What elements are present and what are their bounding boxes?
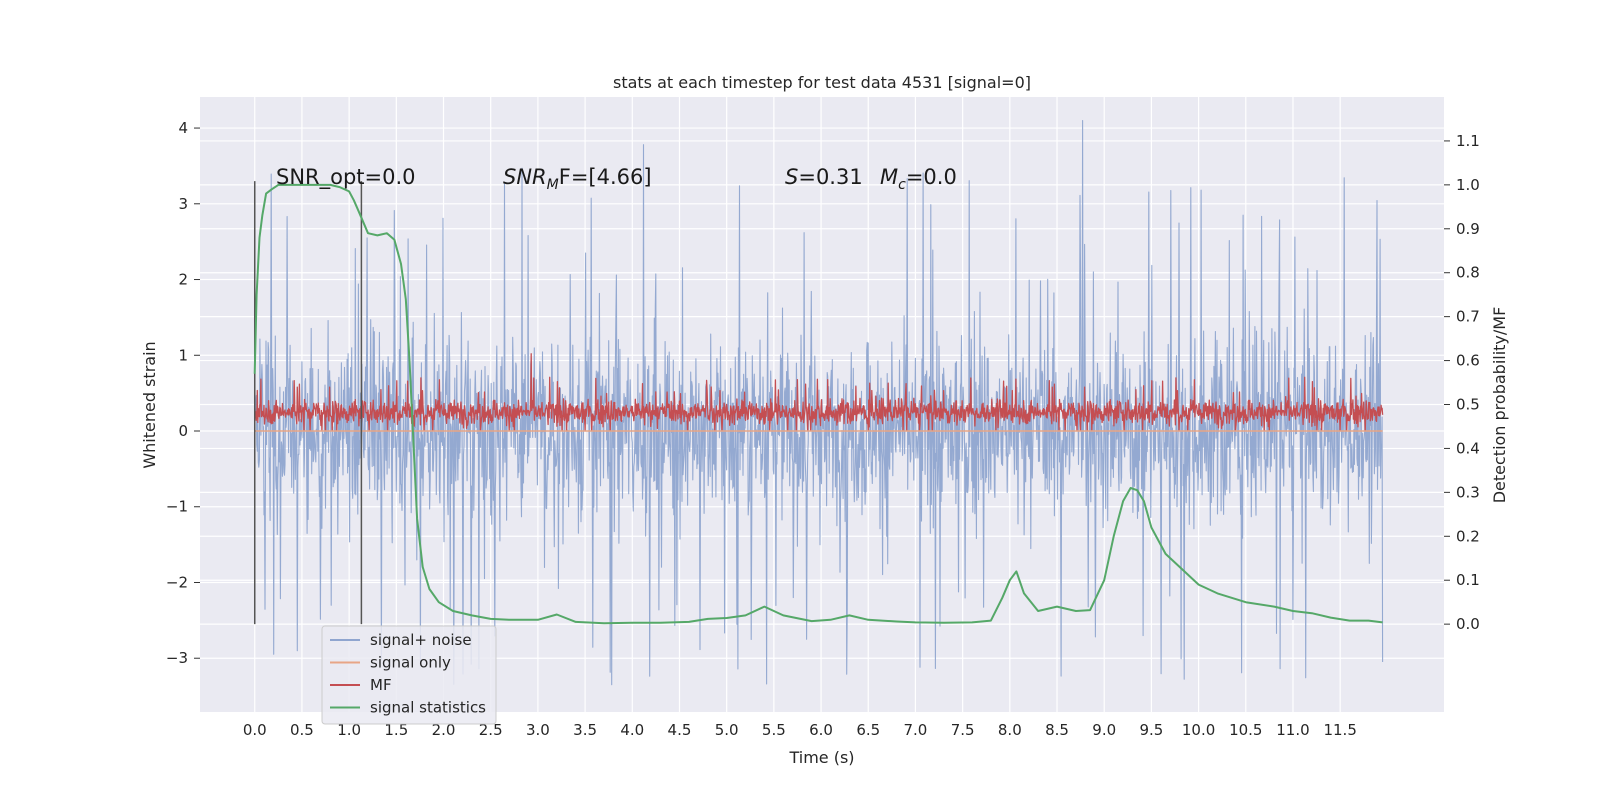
x-tick-label: 0.0 xyxy=(243,721,267,739)
vertical-lines xyxy=(253,181,363,625)
y2-tick-label: 0.3 xyxy=(1456,483,1480,501)
y-axis-label: Whitened strain xyxy=(140,341,159,468)
axis-ticks: 0.0 0.5 1.0 1.5 2.0 2.5 3.0 3.5 4.0 4.5 5.0 5.5 6.0 6… xyxy=(166,119,1480,739)
x-tick-label: 1.5 xyxy=(384,721,408,739)
x-tick-label: 1.0 xyxy=(337,721,361,739)
x-tick-label: 9.5 xyxy=(1139,721,1163,739)
x-tick-label: 3.0 xyxy=(526,721,550,739)
x-tick-label: 11.5 xyxy=(1323,721,1356,739)
x-axis-label: Time (s) xyxy=(788,748,854,767)
y-tick-label: −2 xyxy=(166,573,188,591)
y-tick-label: 1 xyxy=(178,346,188,364)
x-tick-label: 8.5 xyxy=(1045,721,1069,739)
x-tick-label: 0.5 xyxy=(290,721,314,739)
x-tick-label: 11.0 xyxy=(1276,721,1309,739)
mc-value: =0.0 xyxy=(906,165,957,189)
x-tick-label: 5.0 xyxy=(715,721,739,739)
y-tick-label: 3 xyxy=(178,195,188,213)
signal-noise-series xyxy=(254,119,1384,686)
y-tick-label: −3 xyxy=(166,649,188,667)
x-tick-label: 4.5 xyxy=(668,721,692,739)
x-tick-label: 9.0 xyxy=(1092,721,1116,739)
y2-tick-label: 0.1 xyxy=(1456,571,1480,589)
y2-tick-label: 0.8 xyxy=(1456,264,1480,282)
legend-entry-label: signal statistics xyxy=(370,699,486,717)
chart-title: stats at each timestep for test data 453… xyxy=(613,73,1031,92)
signal-statistics-line xyxy=(253,183,1383,625)
legend-box xyxy=(321,625,497,725)
x-tick-label: 7.0 xyxy=(904,721,928,739)
s-variable: S xyxy=(785,165,798,189)
x-tick-label: 2.0 xyxy=(432,721,456,739)
y2-tick-label: 0.9 xyxy=(1456,220,1480,238)
mf-line xyxy=(254,353,1384,432)
legend-entry-label: signal+ noise xyxy=(370,631,472,649)
legend-entry-label: signal only xyxy=(370,654,451,672)
snr-mf-annotation: SNRMF=[4.66] xyxy=(503,165,652,193)
x-tick-label: 6.5 xyxy=(856,721,880,739)
mc-annotation: Mc=0.0 xyxy=(880,165,957,193)
snr-mf-main: SNR xyxy=(503,165,547,189)
signal-noise-line xyxy=(254,119,1384,686)
s-value: =0.31 xyxy=(798,165,862,189)
mc-subscript: c xyxy=(898,177,906,193)
y-tick-label: −1 xyxy=(166,498,188,516)
snr-mf-subscript: M xyxy=(547,177,559,193)
y2-tick-label: 1.0 xyxy=(1456,176,1480,194)
x-tick-label: 10.5 xyxy=(1229,721,1262,739)
x-tick-label: 4.0 xyxy=(620,721,644,739)
y-tick-label: 4 xyxy=(178,119,188,137)
s-annotation: S=0.31 xyxy=(785,165,863,189)
y2-tick-label: 1.1 xyxy=(1456,132,1480,150)
y2-tick-label: 0.0 xyxy=(1456,615,1480,633)
x-tick-label: 3.5 xyxy=(573,721,597,739)
signal-statistics-series xyxy=(253,183,1383,625)
x-tick-label: 7.5 xyxy=(951,721,975,739)
x-tick-label: 10.0 xyxy=(1182,721,1215,739)
x-tick-label: 6.0 xyxy=(809,721,833,739)
y2-tick-label: 0.7 xyxy=(1456,308,1480,326)
x-tick-label: 8.0 xyxy=(998,721,1022,739)
legend-entry-label: MF xyxy=(370,676,392,694)
x-tick-label: 5.5 xyxy=(762,721,786,739)
mc-variable: M xyxy=(880,165,898,189)
y2-tick-label: 0.2 xyxy=(1456,527,1480,545)
legend: signal+ noise signal only MF signal statist… xyxy=(321,625,497,725)
snr-opt-annotation: SNR_opt=0.0 xyxy=(276,165,416,190)
y2-tick-label: 0.4 xyxy=(1456,439,1480,457)
y-tick-label: 0 xyxy=(178,422,188,440)
mf-series xyxy=(254,353,1384,432)
x-tick-label: 2.5 xyxy=(479,721,503,739)
snr-mf-value: F=[4.66] xyxy=(559,165,652,189)
y-tick-label: 2 xyxy=(178,271,188,289)
y2-tick-label: 0.6 xyxy=(1456,352,1480,370)
y2-tick-label: 0.5 xyxy=(1456,396,1480,414)
y2-axis-label: Detection probability/MF xyxy=(1490,307,1509,504)
